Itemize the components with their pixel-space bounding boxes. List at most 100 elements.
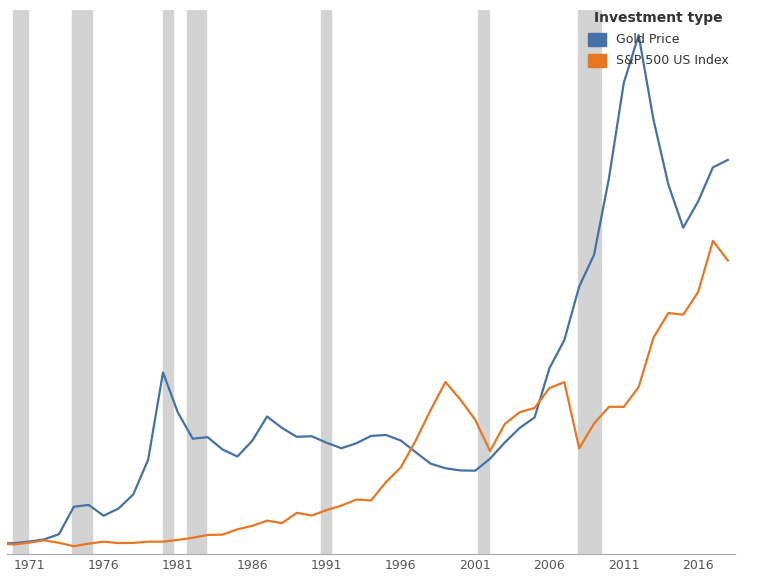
Gold Price xyxy=(203,434,212,441)
Gold Price xyxy=(590,251,599,258)
Gold Price xyxy=(693,198,702,205)
S&P 500 US Index xyxy=(292,510,301,516)
S&P 500 US Index xyxy=(0,540,4,547)
Gold Price xyxy=(69,503,79,510)
Gold Price xyxy=(426,460,435,467)
S&P 500 US Index xyxy=(664,310,673,317)
S&P 500 US Index xyxy=(352,496,361,503)
Bar xyxy=(187,10,206,554)
S&P 500 US Index xyxy=(486,448,495,455)
Gold Price xyxy=(25,538,34,545)
S&P 500 US Index xyxy=(218,531,227,538)
Gold Price xyxy=(604,175,614,182)
S&P 500 US Index xyxy=(693,288,702,295)
Gold Price xyxy=(678,224,688,231)
Gold Price xyxy=(114,505,123,512)
Bar xyxy=(478,10,489,554)
S&P 500 US Index xyxy=(322,507,331,514)
S&P 500 US Index xyxy=(649,334,658,341)
S&P 500 US Index xyxy=(39,537,49,544)
Gold Price xyxy=(382,431,391,438)
Gold Price xyxy=(456,467,465,474)
Gold Price xyxy=(411,449,420,456)
Gold Price xyxy=(143,456,153,463)
S&P 500 US Index xyxy=(203,532,212,538)
Gold Price xyxy=(262,413,271,420)
Gold Price xyxy=(307,433,316,439)
S&P 500 US Index xyxy=(188,534,197,541)
Line: Gold Price: Gold Price xyxy=(0,35,728,544)
Gold Price xyxy=(99,512,108,519)
Gold Price xyxy=(129,491,138,498)
Gold Price xyxy=(278,424,287,431)
S&P 500 US Index xyxy=(25,539,34,546)
Gold Price xyxy=(322,439,331,446)
S&P 500 US Index xyxy=(426,406,435,413)
S&P 500 US Index xyxy=(173,536,183,543)
S&P 500 US Index xyxy=(382,479,391,486)
S&P 500 US Index xyxy=(233,526,242,533)
S&P 500 US Index xyxy=(54,540,63,547)
S&P 500 US Index xyxy=(99,538,108,545)
Gold Price xyxy=(470,467,480,474)
Gold Price xyxy=(366,433,375,439)
Bar xyxy=(13,10,28,554)
Gold Price xyxy=(188,435,197,442)
Gold Price xyxy=(634,32,643,39)
S&P 500 US Index xyxy=(634,384,643,391)
S&P 500 US Index xyxy=(574,445,584,452)
S&P 500 US Index xyxy=(114,540,123,547)
S&P 500 US Index xyxy=(247,522,257,529)
S&P 500 US Index xyxy=(396,464,406,471)
Gold Price xyxy=(84,501,93,508)
S&P 500 US Index xyxy=(366,497,375,504)
S&P 500 US Index xyxy=(129,540,138,547)
S&P 500 US Index xyxy=(515,409,524,416)
Gold Price xyxy=(560,336,569,343)
Gold Price xyxy=(500,439,510,446)
S&P 500 US Index xyxy=(441,379,450,386)
Gold Price xyxy=(396,437,406,444)
S&P 500 US Index xyxy=(411,437,420,444)
Bar xyxy=(321,10,331,554)
Gold Price xyxy=(649,116,658,123)
Gold Price xyxy=(723,156,732,163)
S&P 500 US Index xyxy=(262,517,271,524)
S&P 500 US Index xyxy=(530,405,539,412)
Gold Price xyxy=(352,440,361,447)
S&P 500 US Index xyxy=(500,420,510,427)
Gold Price xyxy=(292,433,301,440)
S&P 500 US Index xyxy=(678,311,688,318)
S&P 500 US Index xyxy=(10,541,19,548)
S&P 500 US Index xyxy=(604,404,614,411)
Gold Price xyxy=(158,369,167,376)
Gold Price xyxy=(173,409,183,416)
Gold Price xyxy=(247,437,257,444)
Gold Price xyxy=(486,455,495,462)
Gold Price xyxy=(10,540,19,547)
S&P 500 US Index xyxy=(560,379,569,386)
Gold Price xyxy=(664,181,673,188)
Gold Price xyxy=(574,283,584,290)
S&P 500 US Index xyxy=(590,420,599,427)
S&P 500 US Index xyxy=(307,512,316,519)
Gold Price xyxy=(619,79,628,86)
Legend: Gold Price, S&P 500 US Index: Gold Price, S&P 500 US Index xyxy=(581,5,736,74)
Line: S&P 500 US Index: S&P 500 US Index xyxy=(0,241,728,546)
S&P 500 US Index xyxy=(278,520,287,527)
S&P 500 US Index xyxy=(337,502,346,509)
Gold Price xyxy=(54,531,63,538)
Gold Price xyxy=(39,536,49,543)
S&P 500 US Index xyxy=(84,540,93,547)
S&P 500 US Index xyxy=(709,237,718,244)
S&P 500 US Index xyxy=(69,543,79,549)
S&P 500 US Index xyxy=(545,384,554,391)
Gold Price xyxy=(441,465,450,472)
S&P 500 US Index xyxy=(619,404,628,411)
Gold Price xyxy=(337,445,346,452)
Gold Price xyxy=(515,424,524,431)
Gold Price xyxy=(233,453,242,460)
S&P 500 US Index xyxy=(456,396,465,403)
S&P 500 US Index xyxy=(470,416,480,423)
S&P 500 US Index xyxy=(723,257,732,264)
